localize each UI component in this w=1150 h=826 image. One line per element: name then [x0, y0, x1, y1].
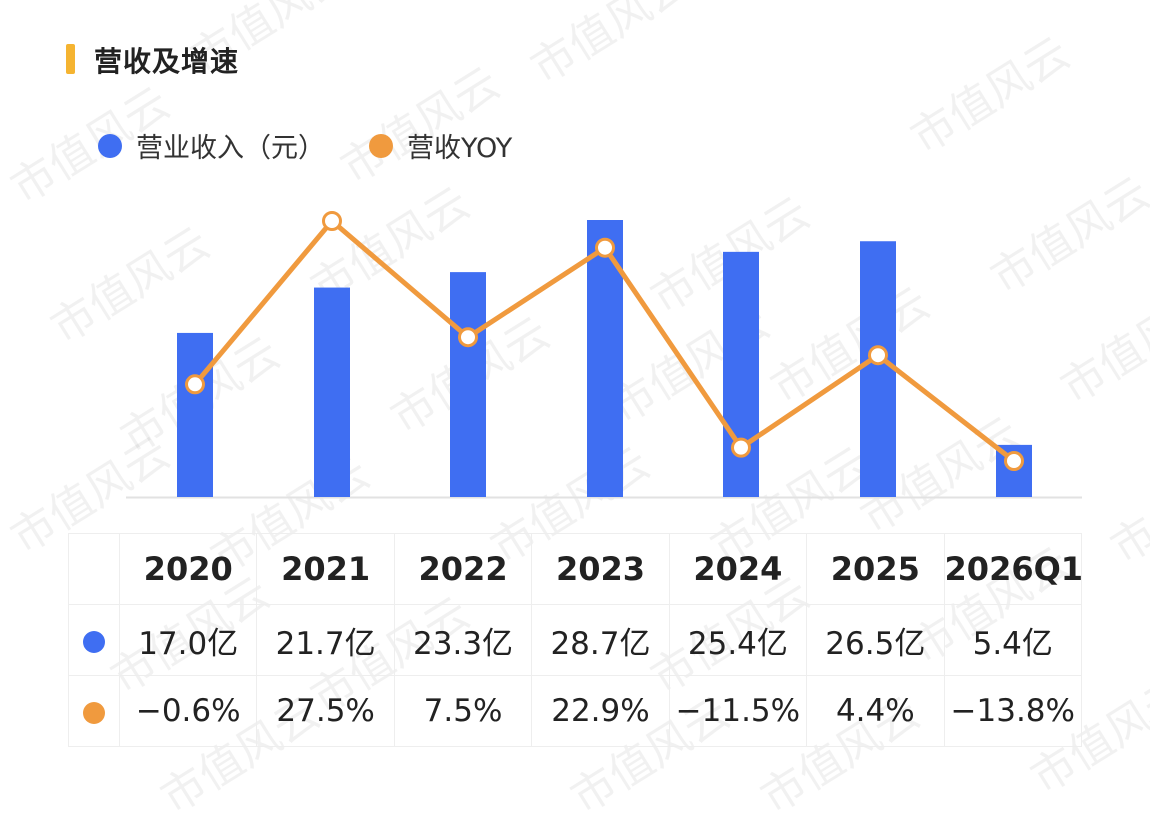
table-corner-cell: [68, 533, 120, 605]
table-row-yoy: −0.6% 27.5% 7.5% 22.9% −11.5% 4.4% −13.8…: [68, 675, 1083, 747]
yoy-cell: 27.5%: [256, 675, 395, 747]
year-cell: 2020: [118, 533, 258, 605]
yoy-dot-icon: [83, 701, 105, 724]
legend-item-yoy[interactable]: 营收YOY: [369, 126, 512, 165]
yoy-cell: −13.8%: [943, 675, 1083, 747]
yoy-cell: 4.4%: [806, 675, 945, 747]
legend-yoy-dot: [369, 133, 393, 158]
legend-revenue-dot: [98, 133, 122, 158]
bar-2021: [314, 287, 350, 497]
legend-item-revenue[interactable]: 营业收入（元）: [98, 126, 325, 165]
chart-title: 营收及增速: [94, 45, 240, 78]
bar-2022: [450, 272, 486, 497]
combo-chart: [126, 211, 1082, 499]
yoy-point-2025: [868, 345, 888, 366]
yoy-point-2022: [458, 327, 478, 348]
revenue-cell: 21.7亿: [256, 604, 395, 676]
data-table: 2020 2021 2022 2023 2024 2025 2026Q1 17.…: [68, 533, 1083, 747]
revenue-dot-icon: [83, 630, 105, 653]
year-cell: 2024: [668, 533, 808, 605]
year-cell: 2026Q1: [943, 533, 1083, 605]
bar-2020: [177, 332, 213, 497]
yoy-point-2021: [322, 211, 342, 231]
year-cell: 2021: [256, 533, 395, 605]
legend-yoy-label: 营收YOY: [407, 133, 513, 164]
yoy-point-2020: [185, 374, 205, 395]
revenue-cell: 25.4亿: [668, 604, 808, 676]
revenue-cell: 28.7亿: [531, 604, 670, 676]
year-cell: 2025: [806, 533, 945, 605]
bar-2024: [723, 251, 759, 497]
revenue-cell: 23.3亿: [393, 604, 533, 676]
legend-revenue-label: 营业收入（元）: [136, 133, 325, 164]
bar-2023: [587, 220, 623, 497]
yoy-cell: 7.5%: [393, 675, 533, 747]
yoy-cell: −11.5%: [668, 675, 808, 747]
revenue-row-marker: [68, 604, 120, 676]
yoy-point-2023: [595, 237, 615, 258]
year-cell: 2023: [531, 533, 670, 605]
yoy-row-marker: [68, 675, 120, 747]
yoy-cell: 22.9%: [531, 675, 670, 747]
yoy-cell: −0.6%: [118, 675, 258, 747]
revenue-cell: 5.4亿: [943, 604, 1083, 676]
revenue-cell: 17.0亿: [118, 604, 258, 676]
year-cell: 2022: [393, 533, 533, 605]
bar-2025: [860, 241, 896, 497]
title-accent-bar: [66, 44, 75, 74]
table-header-row: 2020 2021 2022 2023 2024 2025 2026Q1: [68, 533, 1083, 605]
revenue-cell: 26.5亿: [806, 604, 945, 676]
yoy-point-2024: [731, 437, 751, 458]
table-row-revenue: 17.0亿 21.7亿 23.3亿 28.7亿 25.4亿 26.5亿 5.4亿: [68, 604, 1083, 676]
legend: 营业收入（元） 营收YOY: [98, 126, 556, 165]
yoy-point-2026Q1: [1004, 451, 1024, 471]
